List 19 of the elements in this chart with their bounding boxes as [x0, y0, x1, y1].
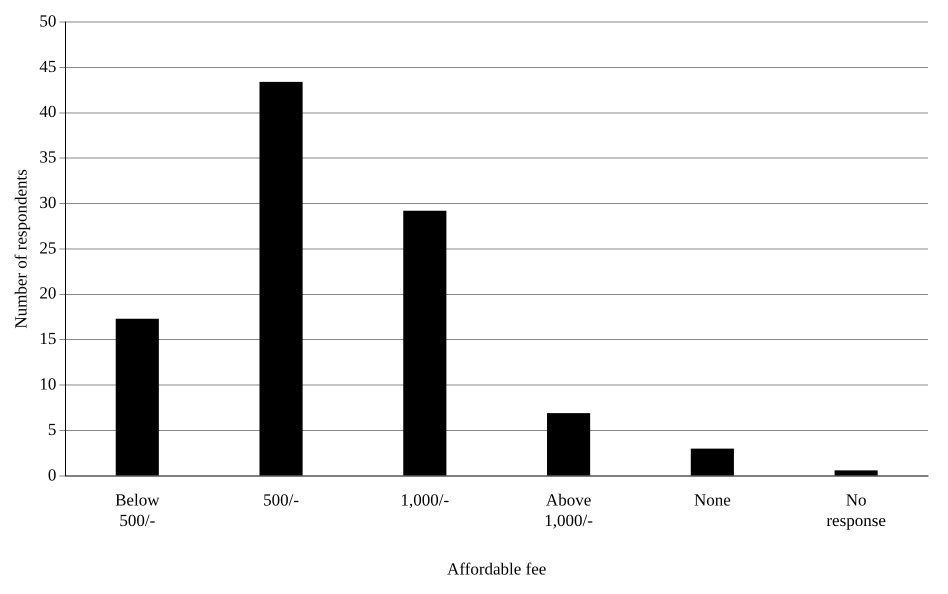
- y-tick-label: 5: [48, 420, 56, 439]
- x-axis-title: Affordable fee: [447, 559, 546, 578]
- y-tick-label: 15: [39, 329, 56, 348]
- y-tick-label: 35: [39, 148, 56, 167]
- y-tick-label: 45: [39, 56, 56, 76]
- y-tick-label: 30: [39, 192, 56, 212]
- x-tick-label: 1,000/-: [400, 490, 450, 510]
- y-tick-label: 0: [48, 465, 56, 484]
- x-tick-label: No response: [826, 490, 886, 530]
- y-tick-label: 20: [39, 284, 56, 303]
- y-tick-label: 25: [39, 238, 56, 258]
- y-tick-label: 40: [39, 102, 56, 122]
- y-axis-title: Number of respondents: [12, 169, 31, 329]
- y-tick-label: 10: [39, 374, 56, 394]
- y-tick-label: 50: [39, 11, 56, 30]
- x-tick-label: None: [694, 490, 731, 510]
- x-tick-label: Below 500/-: [115, 490, 160, 530]
- x-tick-label: 500/-: [263, 490, 300, 510]
- x-tick-label: Above 1,000/-: [544, 490, 594, 530]
